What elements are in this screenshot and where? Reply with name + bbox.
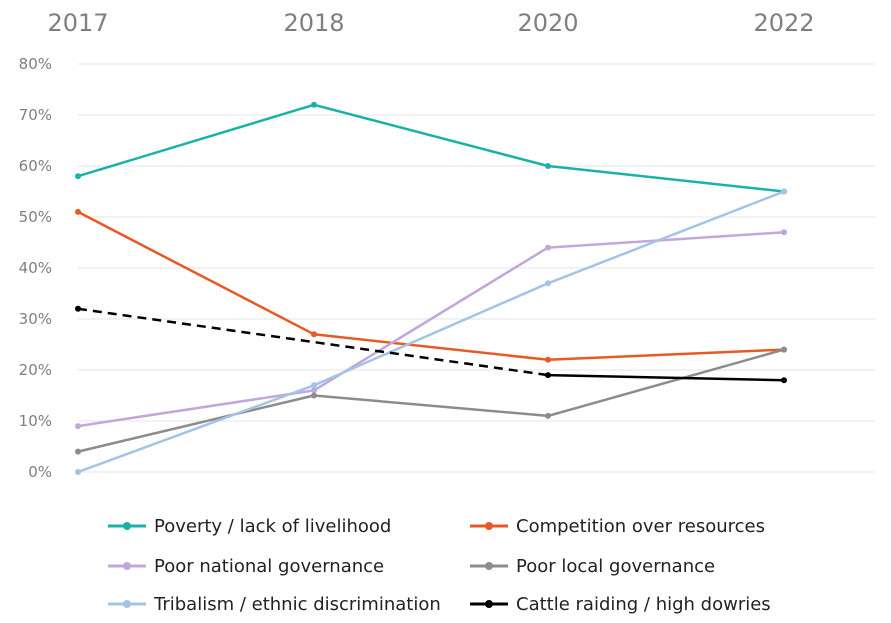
series-1	[75, 208, 787, 363]
series-line-segment	[76, 210, 316, 336]
legend-marker	[485, 562, 493, 570]
series-3	[75, 346, 787, 455]
series-line-segment	[546, 348, 786, 362]
data-point	[75, 448, 81, 455]
data-point	[75, 469, 81, 475]
y-axis-tick-labels: 0% 10% 20% 30% 40% 50% 60% 70% 80%	[19, 55, 52, 481]
legend-marker	[485, 522, 493, 530]
legend-label: Poor national governance	[154, 556, 384, 577]
series-2	[75, 229, 787, 430]
series-line-segment	[77, 307, 549, 377]
series-line-segment	[546, 164, 786, 193]
x-tick-label: 2018	[283, 9, 344, 37]
data-point	[545, 163, 551, 169]
data-point	[545, 412, 551, 419]
legend-marker	[123, 522, 131, 530]
data-point	[781, 188, 787, 195]
data-point	[545, 372, 551, 379]
series-line-segment	[76, 103, 316, 178]
data-point	[545, 280, 551, 287]
series-lines	[75, 101, 787, 475]
series-line-segment	[312, 246, 550, 392]
series-line-segment	[76, 384, 316, 474]
legend-label: Competition over resources	[516, 516, 765, 537]
legend-label: Poor local governance	[516, 556, 715, 577]
legend-item: Tribalism / ethnic discrimination	[108, 594, 441, 615]
data-point	[545, 356, 551, 363]
series-4	[75, 188, 787, 475]
data-point	[781, 377, 787, 384]
data-point	[311, 101, 317, 108]
legend-item: Poor national governance	[108, 556, 384, 577]
y-tick-label: 20%	[19, 361, 52, 379]
data-point	[311, 387, 317, 394]
y-tick-label: 70%	[19, 106, 52, 124]
series-0	[75, 101, 787, 195]
series-line-segment	[76, 394, 316, 453]
series-line-segment	[312, 333, 550, 362]
y-tick-label: 60%	[19, 157, 52, 175]
x-tick-label: 2022	[753, 9, 814, 37]
series-line-segment	[546, 190, 786, 285]
series-line-segment	[312, 394, 550, 418]
series-line-segment	[546, 348, 786, 418]
data-point	[781, 229, 787, 236]
y-tick-label: 10%	[19, 412, 52, 430]
series-line-segment	[76, 389, 316, 428]
y-tick-label: 50%	[19, 208, 52, 226]
series-line-segment	[312, 103, 550, 168]
legend-item: Competition over resources	[470, 516, 765, 537]
y-tick-label: 0%	[28, 463, 52, 481]
series-line-segment	[546, 373, 786, 382]
data-point	[311, 382, 317, 389]
data-point	[545, 244, 551, 251]
legend: Poverty / lack of livelihood Competition …	[108, 516, 771, 615]
series-line-segment	[546, 231, 786, 249]
y-tick-label: 30%	[19, 310, 52, 328]
legend-marker	[123, 600, 131, 608]
x-tick-label: 2020	[517, 9, 578, 37]
legend-item: Poor local governance	[470, 556, 715, 577]
legend-label: Poverty / lack of livelihood	[154, 516, 391, 537]
legend-item: Cattle raiding / high dowries	[470, 594, 771, 615]
legend-marker	[485, 600, 493, 608]
data-point	[75, 208, 81, 215]
data-point	[75, 423, 81, 430]
legend-label: Cattle raiding / high dowries	[516, 594, 771, 615]
data-point	[75, 173, 81, 180]
data-point	[781, 346, 787, 353]
data-point	[311, 392, 317, 399]
y-tick-label: 80%	[19, 55, 52, 73]
data-point	[311, 331, 317, 338]
legend-item: Poverty / lack of livelihood	[108, 516, 391, 537]
legend-label: Tribalism / ethnic discrimination	[153, 594, 441, 615]
y-tick-label: 40%	[19, 259, 52, 277]
data-point	[75, 305, 81, 312]
series-line-segment	[312, 282, 550, 387]
series-5	[75, 305, 787, 384]
x-tick-label: 2017	[47, 9, 108, 37]
x-axis-year-labels: 2017 2018 2020 2022	[47, 9, 814, 37]
legend-marker	[123, 562, 131, 570]
